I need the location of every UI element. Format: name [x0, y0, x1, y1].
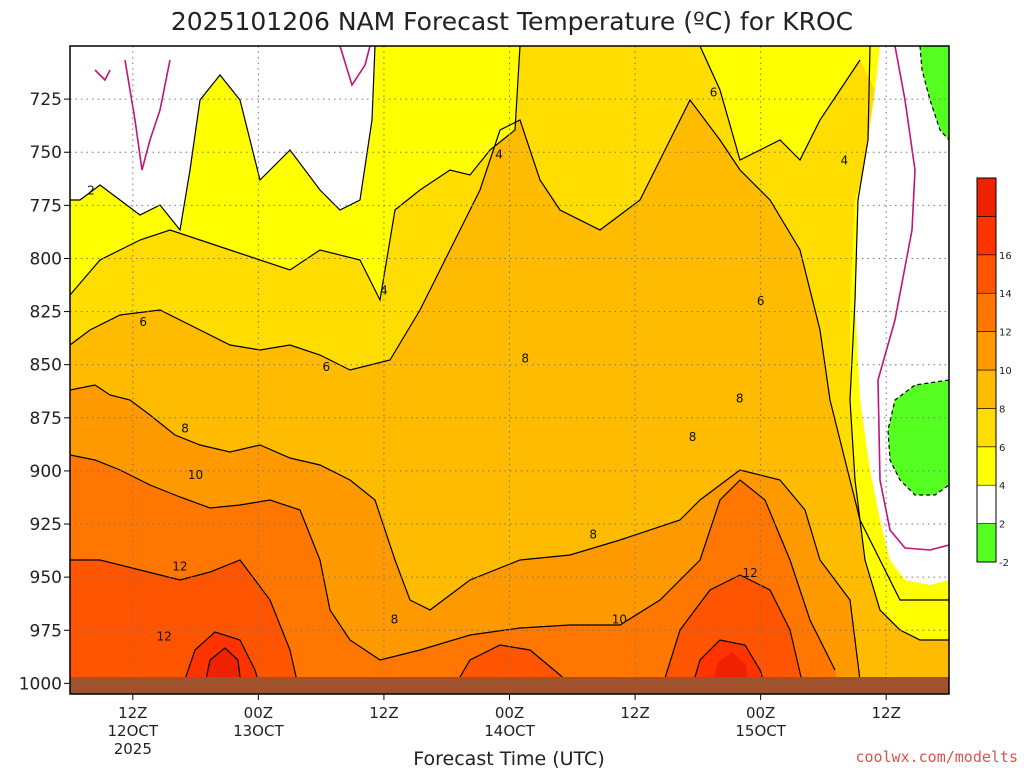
colorbar-swatch — [976, 369, 997, 409]
contour-label: 4 — [841, 154, 849, 168]
contour-line — [70, 559, 301, 694]
plot-area: 2 4 4 4 6 6 6 6 8 8 8 8 8 8 10 10 12 12 12 — [70, 46, 949, 694]
neg2-line — [887, 379, 949, 496]
colorbar-label: 12 — [999, 328, 1012, 339]
x-tick-label: 00Z — [495, 704, 524, 722]
x-tick-label: 12Z — [118, 704, 147, 722]
contour-label: 12 — [743, 566, 758, 580]
y-tick-label: 875 — [30, 409, 62, 429]
neg2-line — [919, 46, 949, 141]
band-0-2 — [70, 46, 375, 230]
contour-label: 6 — [139, 315, 147, 329]
credit-text: coolwx.com/modelts — [855, 748, 1018, 766]
colorbar-frame — [976, 177, 997, 563]
colorbar-swatch — [976, 446, 997, 486]
contour-label: 6 — [323, 360, 331, 374]
x-tick-label: 15OCT — [735, 722, 786, 740]
colorbar-label: 10 — [999, 366, 1012, 377]
x-tick-label: 00Z — [244, 704, 273, 722]
contour-label: 6 — [757, 294, 765, 308]
contour-line — [70, 46, 521, 302]
colorbar-swatch — [976, 331, 997, 371]
freezing-contours — [94, 46, 949, 551]
contour-label: 8 — [736, 392, 744, 406]
band-below-neg2 — [888, 380, 949, 495]
y-tick-label: 850 — [30, 356, 62, 376]
colorbar-swatch — [976, 177, 997, 217]
band-2-4 — [70, 46, 949, 640]
contour-label: 12 — [172, 560, 187, 574]
contour-line — [202, 647, 243, 694]
x-tick-label: 13OCT — [233, 722, 284, 740]
chart-title: 2025101206 NAM Forecast Temperature (ºC)… — [171, 7, 853, 36]
contour-label: 8 — [689, 430, 697, 444]
contour-lines — [70, 46, 949, 694]
y-tick-label: 1000 — [19, 674, 62, 694]
colorbar-label: 14 — [999, 289, 1012, 300]
freezing-line — [94, 69, 111, 82]
y-tick-label: 925 — [30, 515, 62, 535]
contour-line — [659, 574, 806, 694]
contour-line — [849, 46, 949, 641]
colorbar-label: 2 — [999, 520, 1005, 531]
y-tick-label: 725 — [30, 90, 62, 110]
surface-strip — [70, 677, 949, 694]
freezing-line — [339, 46, 371, 87]
contour-line — [699, 46, 861, 162]
y-tick-label: 750 — [30, 143, 62, 163]
colorbar-label: 16 — [999, 251, 1012, 262]
colorbar-swatch — [976, 292, 997, 332]
contour-line — [70, 98, 949, 601]
contour-label: 10 — [612, 613, 627, 627]
y-tick-label: 950 — [30, 568, 62, 588]
x-tick-label: 2025 — [114, 740, 152, 758]
contour-line — [70, 384, 861, 681]
y-tick-label: 775 — [30, 196, 62, 216]
x-axis-label: Forecast Time (UTC) — [413, 748, 604, 768]
x-tick-label: 12Z — [369, 704, 398, 722]
y-tick-label: 900 — [30, 462, 62, 482]
colorbar-label: 8 — [999, 404, 1005, 415]
colorbar-label: 6 — [999, 443, 1005, 454]
x-tick-label: 12Z — [620, 704, 649, 722]
colorbar-swatch — [976, 254, 997, 294]
colorbar-label: -2 — [999, 558, 1009, 569]
band-12-14 — [660, 575, 805, 694]
x-tick-label: 12OCT — [108, 722, 159, 740]
contour-label: 12 — [157, 630, 172, 644]
freezing-line — [124, 59, 171, 171]
contour-line — [179, 631, 263, 694]
y-tick-label: 800 — [30, 249, 62, 269]
x-tick-label: 12Z — [872, 704, 901, 722]
contour-label: 8 — [589, 528, 597, 542]
contour-label: 2 — [87, 183, 95, 197]
contour-label: 8 — [181, 421, 189, 435]
contour-label: 6 — [710, 86, 718, 100]
colorbar-swatch — [976, 216, 997, 256]
y-tick-label: 825 — [30, 303, 62, 323]
colorbar-swatch — [976, 408, 997, 448]
contour-line — [70, 46, 376, 232]
contour-line — [689, 639, 769, 694]
contour-line — [70, 454, 836, 671]
freezing-line — [877, 46, 949, 551]
contour-label: 4 — [495, 147, 503, 161]
y-axis: 725 750 775 800 825 850 875 900 925 950 975 1000 — [19, 90, 70, 694]
colorbar: 16 14 12 10 8 6 4 2 -2 — [976, 177, 1012, 569]
x-tick-label: 14OCT — [484, 722, 535, 740]
x-tick-label: 00Z — [746, 704, 775, 722]
contour-labels: 2 4 4 4 6 6 6 6 8 8 8 8 8 8 10 10 12 12 12 — [87, 86, 848, 644]
contour-label: 8 — [521, 351, 529, 365]
colorbar-swatch — [976, 523, 997, 563]
colorbar-label: 4 — [999, 481, 1005, 492]
neg2-contours — [887, 46, 949, 496]
colorbar-swatch — [976, 484, 997, 524]
contour-label: 8 — [391, 613, 399, 627]
contour-label: 10 — [188, 468, 203, 482]
contour-label: 4 — [380, 283, 388, 297]
y-tick-label: 975 — [30, 621, 62, 641]
band-below-neg2 — [920, 46, 949, 140]
